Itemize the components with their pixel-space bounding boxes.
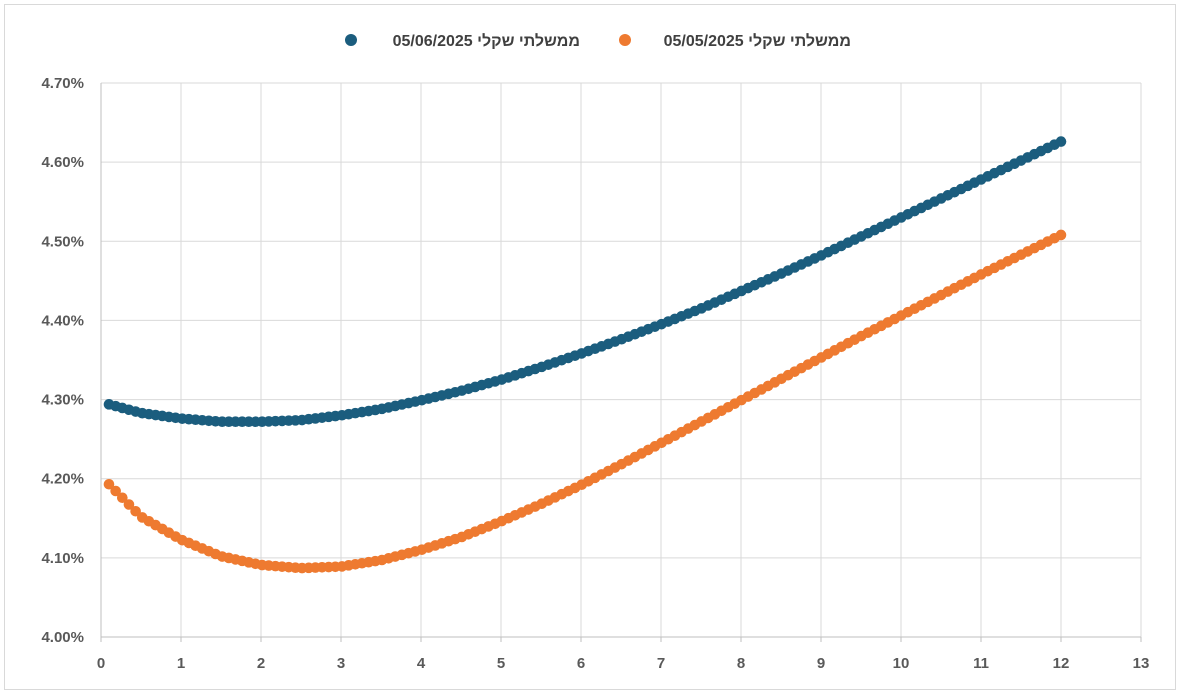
x-tick-label: 12 (1053, 655, 1070, 672)
x-tick-label: 2 (257, 655, 265, 672)
legend-item[interactable]: ממשלתי שקלי 05/06/2025 (345, 32, 580, 50)
axis-layer: 0 1 2 3 4 5 6 7 8 9 10 11 12 134.00%4.10%4.20%4.30%4.… (41, 75, 1149, 672)
y-tick-label: 4.40% (41, 312, 84, 329)
series-series_2025_05_05 (103, 229, 1067, 574)
legend-item[interactable]: ממשלתי שקלי 05/05/2025 (619, 32, 851, 50)
y-tick-label: 4.50% (41, 233, 84, 250)
legend-label: ממשלתי שקלי 05/06/2025 (393, 32, 580, 50)
x-tick-label: 13 (1133, 655, 1150, 672)
legend[interactable]: ממשלתי שקלי 05/06/2025 ממשלתי שקלי 05/05/… (345, 32, 851, 50)
x-tick-label: 8 (737, 655, 745, 672)
data-point (1055, 229, 1067, 241)
x-tick-label: 1 (177, 655, 185, 672)
y-tick-label: 4.60% (41, 154, 84, 171)
y-tick-label: 4.20% (41, 471, 84, 488)
y-tick-label: 4.70% (41, 75, 84, 92)
x-tick-label: 5 (497, 655, 505, 672)
x-tick-label: 7 (657, 655, 665, 672)
data-point (1055, 136, 1067, 147)
x-tick-label: 4 (417, 655, 426, 672)
data-point (110, 485, 121, 497)
y-tick-label: 4.00% (41, 629, 84, 646)
series-layer (103, 136, 1067, 574)
data-point (117, 492, 128, 504)
x-tick-label: 6 (577, 655, 585, 672)
data-point (123, 499, 135, 510)
x-tick-label: 10 (893, 655, 910, 672)
grid-layer (101, 82, 1142, 637)
legend-marker-icon (345, 34, 357, 46)
legend-marker-icon (619, 34, 631, 46)
data-point (130, 505, 141, 517)
x-tick-label: 0 (97, 655, 105, 672)
x-tick-label: 3 (337, 655, 345, 672)
series-series_2025_06_05 (103, 136, 1067, 428)
x-tick-label: 9 (817, 655, 825, 672)
y-tick-label: 4.10% (41, 550, 84, 567)
y-tick-label: 4.30% (41, 392, 84, 409)
legend-label: ממשלתי שקלי 05/05/2025 (664, 32, 851, 50)
x-tick-label: 11 (973, 655, 989, 672)
data-point (103, 478, 115, 490)
